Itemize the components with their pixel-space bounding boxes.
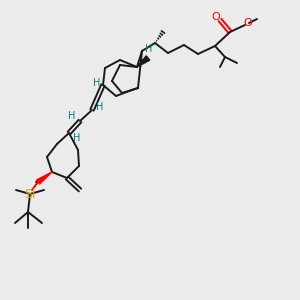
Polygon shape (137, 56, 150, 67)
Text: O: O (244, 18, 252, 28)
Text: H: H (73, 133, 81, 143)
Text: Si: Si (24, 188, 36, 200)
Polygon shape (37, 172, 52, 184)
Text: O: O (212, 12, 220, 22)
Text: H: H (68, 111, 76, 121)
Text: H: H (96, 102, 104, 112)
Text: H: H (93, 78, 101, 88)
Text: H: H (145, 44, 153, 54)
